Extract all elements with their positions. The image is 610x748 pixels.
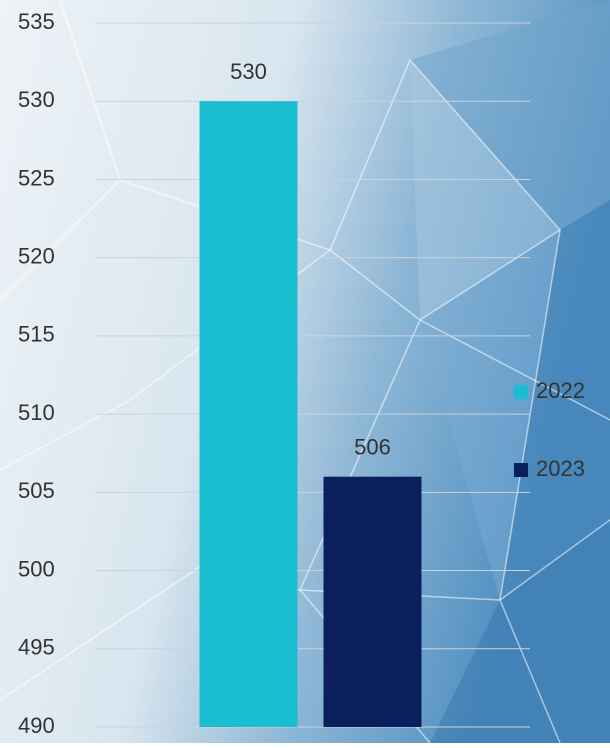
y-tick-label: 500 (18, 556, 55, 581)
legend-swatch (514, 385, 528, 399)
legend-swatch (514, 463, 528, 477)
bar (200, 101, 298, 727)
y-tick-label: 525 (18, 165, 55, 190)
background (0, 0, 610, 743)
chart: 490 495 500 505 510 515 520 525 530 535 530 506 2022… (0, 0, 610, 743)
legend-label: 2022 (536, 378, 585, 403)
y-tick-label: 510 (18, 400, 55, 425)
value-label: 530 (230, 59, 267, 84)
y-tick-label: 515 (18, 322, 55, 347)
legend-label: 2023 (536, 456, 585, 481)
y-tick-label: 505 (18, 478, 55, 503)
value-label: 506 (354, 435, 391, 460)
y-tick-label: 490 (18, 713, 55, 738)
y-tick-label: 530 (18, 87, 55, 112)
bar (324, 477, 422, 727)
y-tick-label: 520 (18, 243, 55, 268)
y-tick-label: 535 (18, 9, 55, 34)
y-tick-label: 495 (18, 635, 55, 660)
